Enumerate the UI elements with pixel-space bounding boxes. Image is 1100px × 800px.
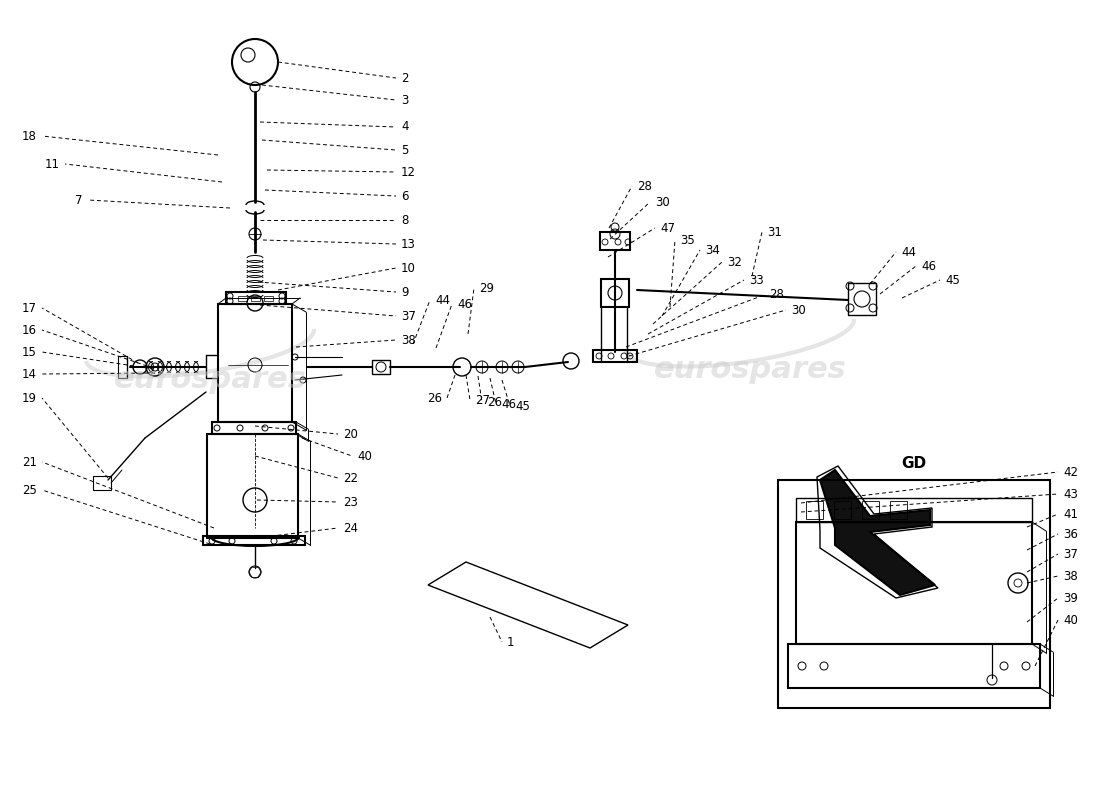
Bar — [778, 480, 1050, 708]
Bar — [264, 296, 273, 301]
Text: 41: 41 — [1063, 507, 1078, 521]
Text: 26: 26 — [487, 395, 502, 409]
Text: 39: 39 — [1063, 591, 1078, 605]
Text: 35: 35 — [680, 234, 695, 246]
Text: 15: 15 — [22, 346, 37, 358]
Text: 46: 46 — [500, 398, 516, 410]
Text: 31: 31 — [767, 226, 782, 238]
Text: 42: 42 — [1063, 466, 1078, 478]
Text: 1: 1 — [507, 635, 515, 649]
Text: 29: 29 — [478, 282, 494, 294]
Bar — [796, 498, 1032, 522]
Text: 14: 14 — [22, 367, 37, 381]
Text: 25: 25 — [22, 483, 37, 497]
Text: eurospares: eurospares — [653, 355, 846, 385]
Text: 21: 21 — [22, 455, 37, 469]
Text: 26: 26 — [427, 391, 442, 405]
Bar — [212, 422, 296, 434]
Bar — [238, 296, 248, 301]
Bar — [218, 304, 292, 422]
Text: 38: 38 — [402, 334, 416, 346]
Bar — [226, 292, 286, 304]
Bar — [862, 501, 879, 519]
Text: 28: 28 — [769, 289, 784, 302]
Text: 30: 30 — [654, 195, 670, 209]
Text: 12: 12 — [402, 166, 416, 178]
Bar — [207, 434, 298, 538]
Text: 37: 37 — [402, 310, 416, 322]
Text: 23: 23 — [343, 495, 358, 509]
Text: 8: 8 — [402, 214, 408, 226]
Text: 18: 18 — [22, 130, 37, 142]
Text: 46: 46 — [456, 298, 472, 310]
Text: 44: 44 — [434, 294, 450, 306]
Text: 11: 11 — [45, 158, 60, 170]
Bar — [204, 536, 305, 545]
Text: 10: 10 — [402, 262, 416, 274]
Text: 19: 19 — [22, 391, 37, 405]
Bar — [600, 232, 630, 250]
Text: 5: 5 — [402, 143, 408, 157]
Bar — [94, 476, 111, 490]
Text: 16: 16 — [22, 323, 37, 337]
Text: 24: 24 — [343, 522, 358, 534]
Bar — [848, 283, 876, 315]
Text: 17: 17 — [22, 302, 37, 314]
Text: GD: GD — [901, 457, 926, 471]
Bar — [593, 350, 637, 362]
Bar — [890, 501, 908, 519]
Text: 22: 22 — [343, 471, 358, 485]
Text: 38: 38 — [1063, 570, 1078, 582]
Text: 13: 13 — [402, 238, 416, 250]
Text: 27: 27 — [475, 394, 490, 406]
Text: 47: 47 — [660, 222, 675, 234]
Text: 37: 37 — [1063, 547, 1078, 561]
Text: 40: 40 — [1063, 614, 1078, 626]
Bar — [601, 279, 629, 307]
Text: 36: 36 — [1063, 527, 1078, 541]
Text: 43: 43 — [1063, 487, 1078, 501]
Text: 28: 28 — [637, 179, 652, 193]
Bar — [834, 501, 851, 519]
Bar — [788, 644, 1040, 688]
Text: 45: 45 — [515, 399, 530, 413]
Text: 45: 45 — [945, 274, 960, 286]
Text: 2: 2 — [402, 71, 408, 85]
Text: 34: 34 — [705, 243, 719, 257]
Text: 3: 3 — [402, 94, 408, 106]
Text: 44: 44 — [901, 246, 916, 258]
Text: 46: 46 — [921, 259, 936, 273]
Polygon shape — [820, 470, 935, 595]
Text: 30: 30 — [791, 303, 805, 317]
Bar — [806, 501, 823, 519]
Text: eurospares: eurospares — [113, 366, 307, 394]
Text: 4: 4 — [402, 121, 408, 134]
Text: 33: 33 — [749, 274, 763, 286]
Text: 7: 7 — [76, 194, 82, 206]
Text: 20: 20 — [343, 427, 358, 441]
Bar — [796, 522, 1032, 644]
Text: 6: 6 — [402, 190, 408, 202]
Text: 9: 9 — [402, 286, 408, 298]
Bar — [372, 360, 390, 374]
Bar — [251, 296, 260, 301]
Text: 32: 32 — [727, 255, 741, 269]
Text: 40: 40 — [358, 450, 372, 462]
